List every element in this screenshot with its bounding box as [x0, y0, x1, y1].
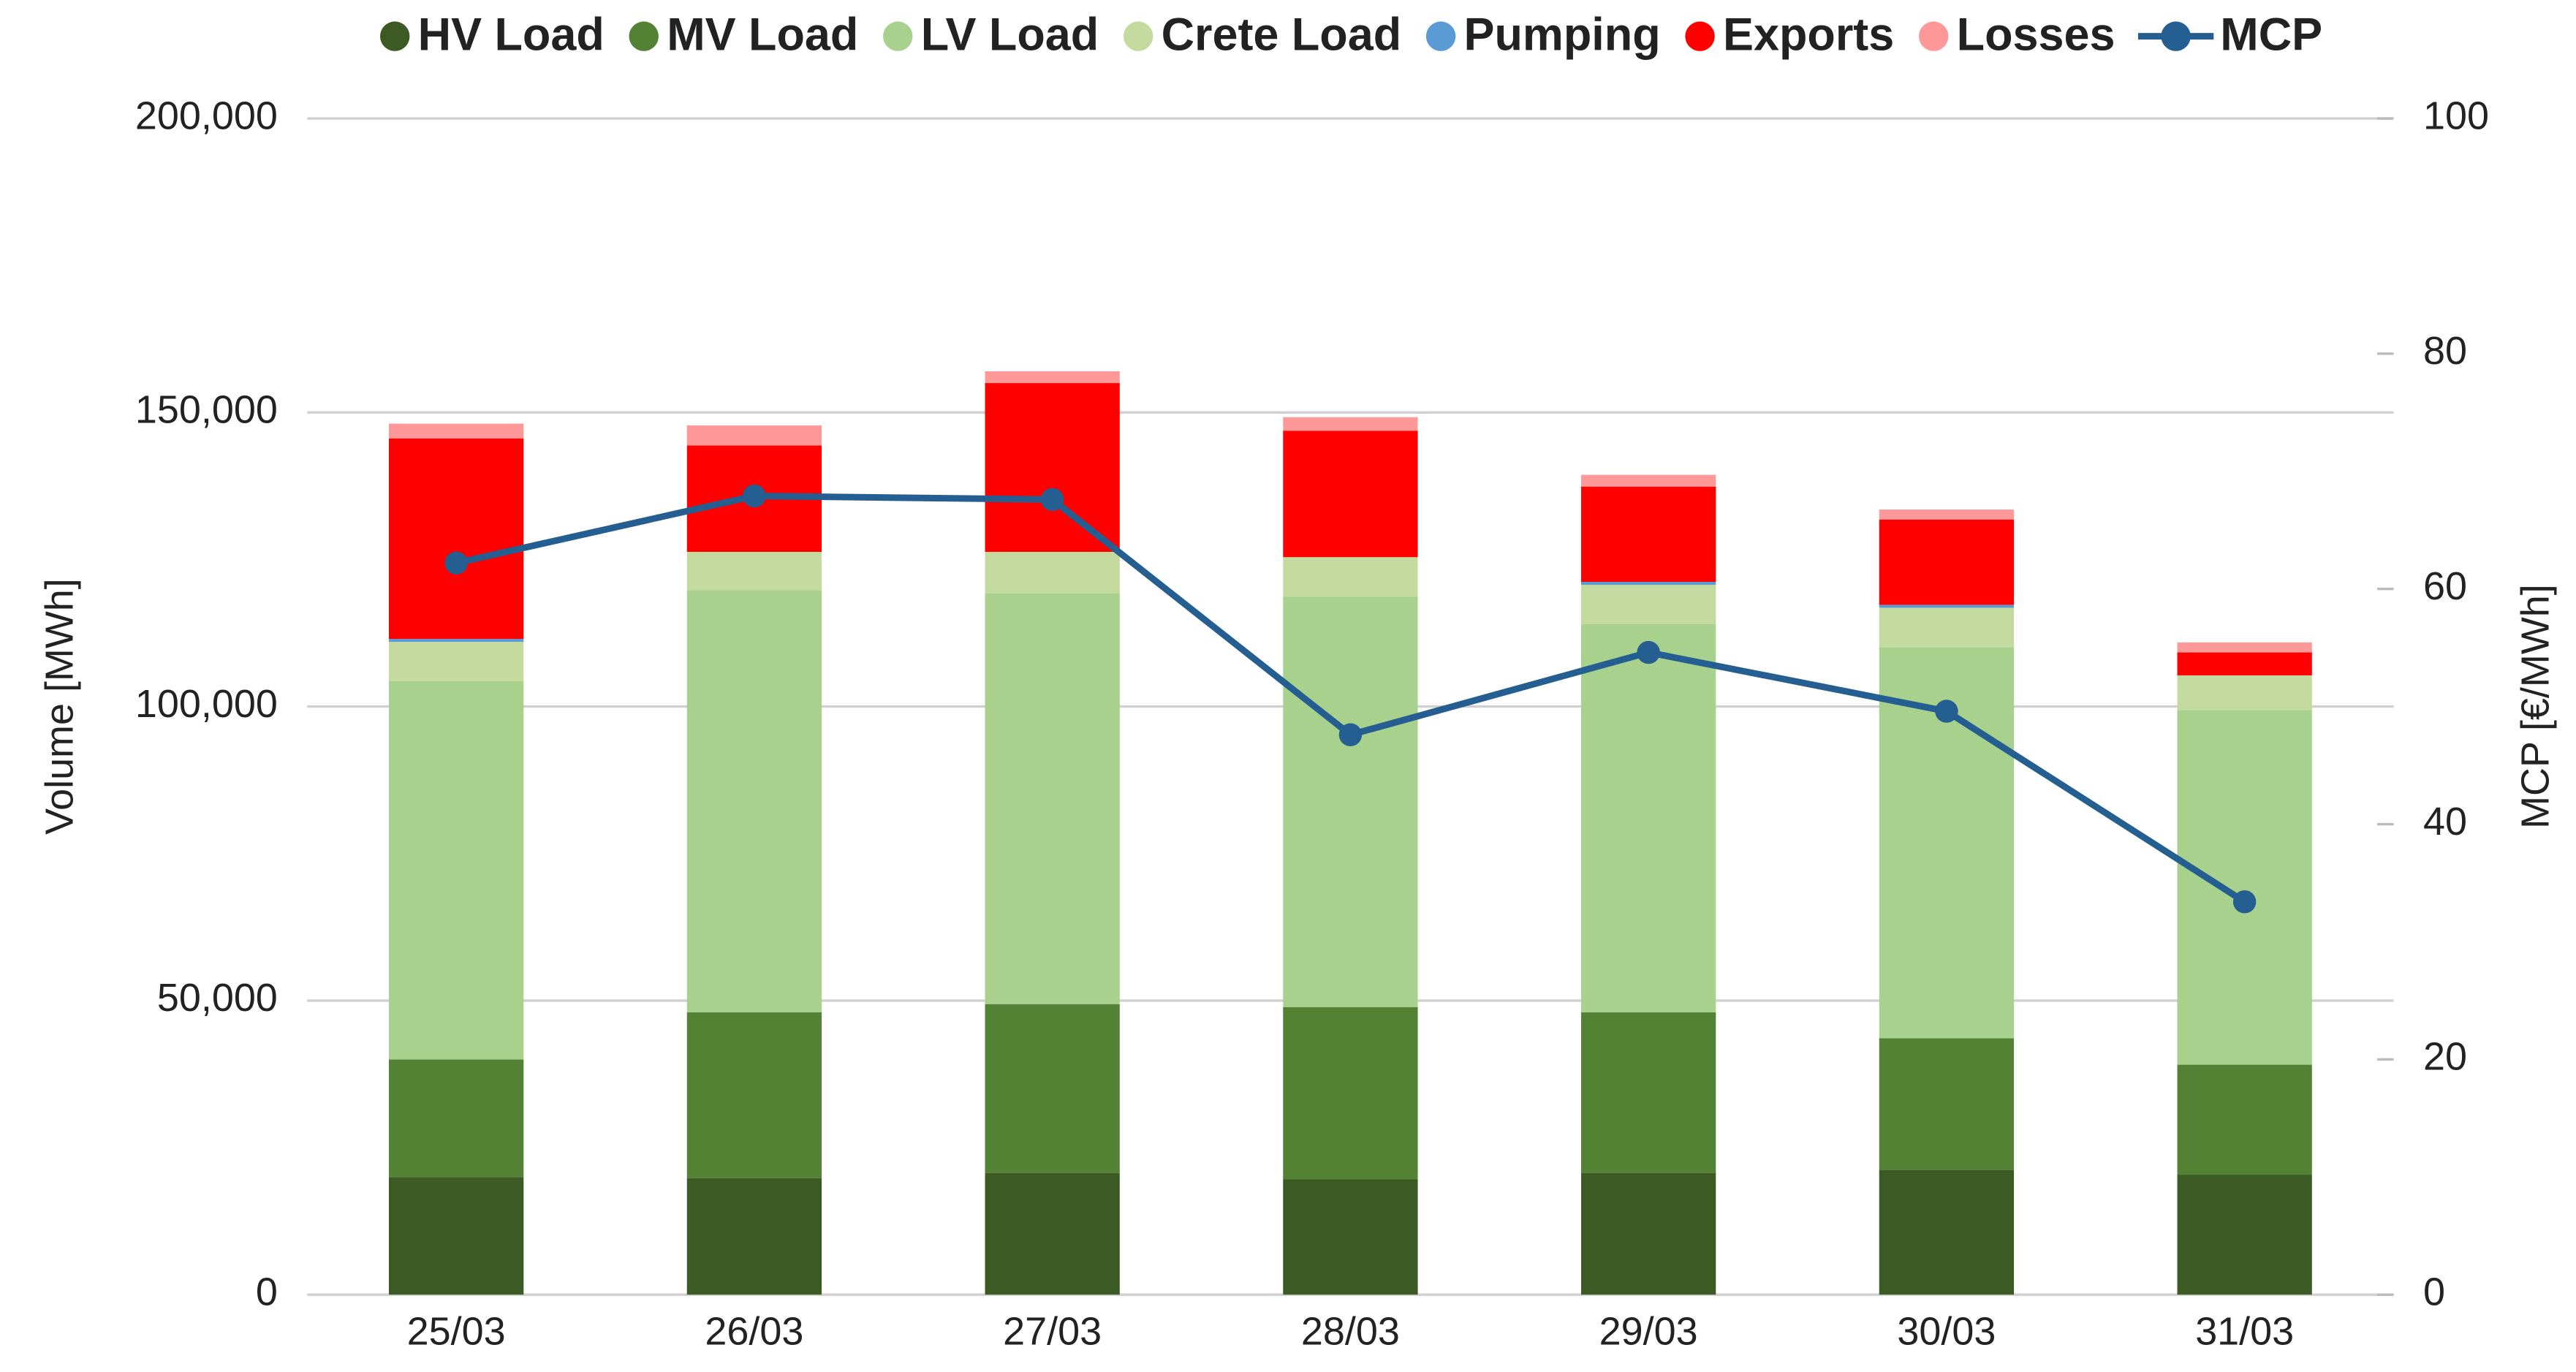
- bar-segment: [686, 590, 822, 1012]
- y2-tick-label: 20: [2423, 1035, 2467, 1079]
- legend-label: Losses: [1957, 10, 2115, 61]
- bar-segment: [1283, 431, 1418, 558]
- x-tick-label: 26/03: [705, 1309, 803, 1353]
- bar-segment: [389, 681, 524, 1060]
- y2-tick-label: 80: [2423, 329, 2467, 373]
- x-tick-label: 31/03: [2195, 1309, 2294, 1353]
- bar-segment: [686, 425, 822, 446]
- legend-marker: [1685, 21, 1715, 51]
- bar-segment: [389, 642, 524, 681]
- bar-segment: [389, 438, 524, 640]
- bar-segment: [985, 383, 1120, 552]
- legend-marker: [1918, 21, 1949, 51]
- bar-segment: [1581, 582, 1716, 585]
- y2-axis-label: MCP [€/MWh]: [2514, 584, 2558, 829]
- bar-segment: [1581, 1012, 1716, 1173]
- bar-segment: [2177, 642, 2312, 653]
- bar-segment: [985, 593, 1120, 1004]
- y2-tick-label: 0: [2423, 1270, 2445, 1314]
- bar-segment: [1879, 1170, 2015, 1295]
- x-tick-label: 30/03: [1897, 1309, 1996, 1353]
- bar-segment: [985, 1172, 1120, 1295]
- y2-tick-label: 40: [2423, 800, 2467, 844]
- y-tick-label: 150,000: [135, 388, 278, 432]
- bar-segment: [1581, 474, 1716, 487]
- y-tick-label: 200,000: [135, 94, 278, 137]
- bar-segment: [2177, 652, 2312, 675]
- bar-segment: [2177, 1064, 2312, 1175]
- legend-label: Exports: [1723, 10, 1894, 61]
- legend-label: LV Load: [921, 10, 1099, 61]
- bar-segment: [985, 551, 1120, 594]
- line-point: [444, 551, 468, 575]
- bar-segment: [389, 1177, 524, 1295]
- bar-segment: [686, 1178, 822, 1295]
- line-point: [743, 484, 766, 508]
- bar-segment: [2177, 1175, 2312, 1295]
- legend-marker: [883, 21, 913, 51]
- x-tick-label: 28/03: [1301, 1309, 1400, 1353]
- bar-segment: [389, 1059, 524, 1178]
- bar-segment: [985, 371, 1120, 384]
- bar-segment: [1879, 604, 2015, 608]
- bar-segment: [1283, 1179, 1418, 1295]
- bar-segment: [1283, 557, 1418, 597]
- bar-segment: [2177, 710, 2312, 1065]
- bar-segment: [1283, 596, 1418, 1007]
- bar-segment: [686, 1012, 822, 1178]
- y-tick-label: 50,000: [157, 976, 278, 1020]
- x-tick-label: 25/03: [407, 1309, 506, 1353]
- legend-marker: [1123, 21, 1153, 51]
- bar-segment: [1879, 519, 2015, 605]
- y2-tick-label: 100: [2423, 94, 2489, 137]
- bar-segment: [2177, 675, 2312, 710]
- bar-segment: [1283, 1007, 1418, 1180]
- bar-segment: [1581, 1172, 1716, 1295]
- bar-segment: [1879, 1038, 2015, 1170]
- legend-label: Crete Load: [1162, 10, 1402, 61]
- bar-segment: [1283, 417, 1418, 431]
- bar-segment: [1879, 607, 2015, 648]
- bar-segment: [1879, 509, 2015, 520]
- legend-marker: [2161, 21, 2191, 51]
- bar-segment: [1581, 486, 1716, 583]
- bar-segment: [686, 551, 822, 591]
- legend-label: HV Load: [418, 10, 605, 61]
- y-tick-label: 100,000: [135, 682, 278, 726]
- legend-label: Pumping: [1464, 10, 1661, 61]
- line-point: [1637, 640, 1660, 664]
- bar-segment: [985, 1004, 1120, 1173]
- legend-marker: [379, 21, 410, 51]
- line-point: [1935, 700, 1958, 723]
- y-axis-label: Volume [MWh]: [38, 578, 82, 835]
- x-tick-label: 29/03: [1599, 1309, 1698, 1353]
- y2-tick-label: 60: [2423, 564, 2467, 608]
- bar-segment: [1581, 585, 1716, 624]
- legend-label: MCP: [2220, 10, 2322, 61]
- y-tick-label: 0: [256, 1270, 278, 1314]
- line-point: [2232, 890, 2257, 914]
- bar-segment: [1581, 624, 1716, 1012]
- legend-marker: [629, 21, 659, 51]
- legend-label: MV Load: [667, 10, 858, 61]
- line-point: [1338, 723, 1363, 746]
- x-tick-label: 27/03: [1003, 1309, 1102, 1353]
- line-point: [1040, 488, 1064, 512]
- legend-marker: [1425, 21, 1456, 51]
- bar-segment: [389, 639, 524, 643]
- bar-segment: [389, 423, 524, 439]
